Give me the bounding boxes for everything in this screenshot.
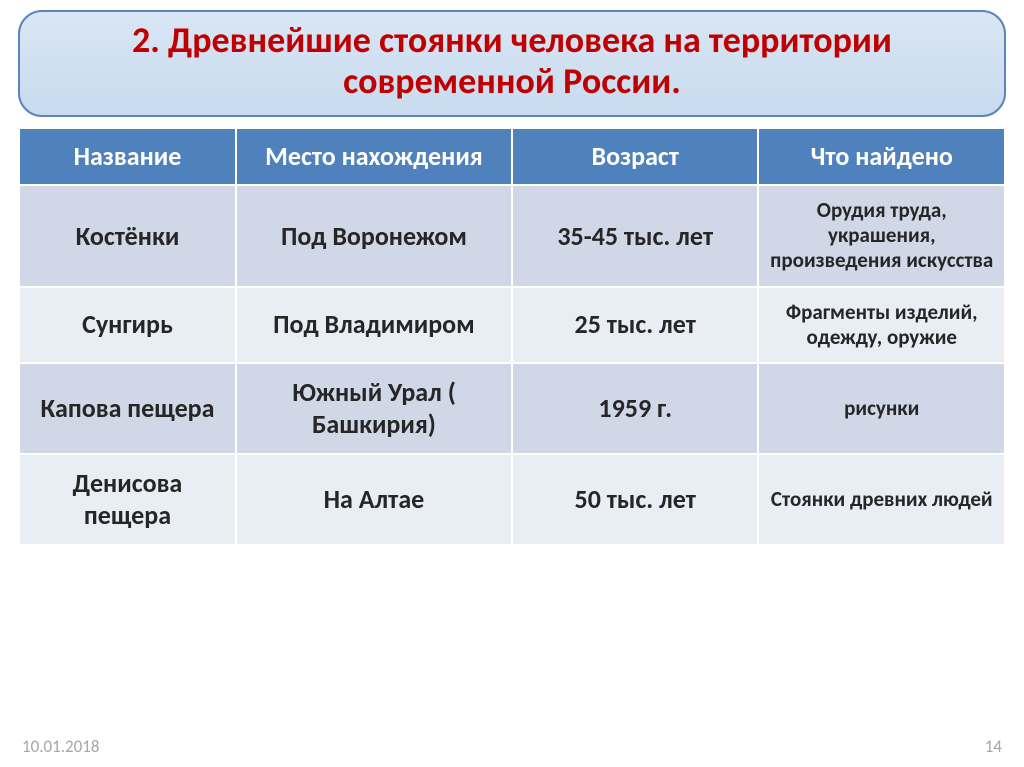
table-row: Костёнки Под Воронежом 35-45 тыс. лет Ор…: [19, 185, 1005, 287]
col-header-place: Место нахождения: [236, 128, 512, 185]
cell-place: На Алтае: [236, 454, 512, 545]
cell-place: Под Владимиром: [236, 287, 512, 363]
cell-name: Капова пещера: [19, 363, 236, 454]
cell-text: Костёнки: [28, 220, 227, 253]
cell-text: Сунгирь: [28, 308, 227, 341]
footer-date: 10.01.2018: [22, 736, 100, 757]
cell-text: Фрагменты изделий, одежду, оружие: [767, 300, 996, 350]
slide-title-bar: 2. Древнейшие стоянки человека на террит…: [18, 10, 1006, 117]
cell-place: Под Воронежом: [236, 185, 512, 287]
table-row: Денисова пещера На Алтае 50 тыс. лет Сто…: [19, 454, 1005, 545]
cell-text: Под Воронежом: [245, 220, 503, 253]
cell-text: Денисова пещера: [28, 467, 227, 532]
cell-text: 1959 г.: [521, 392, 750, 425]
cell-text: 35-45 тыс. лет: [521, 220, 750, 253]
col-header-age: Возраст: [512, 128, 759, 185]
cell-age: 50 тыс. лет: [512, 454, 759, 545]
cell-name: Костёнки: [19, 185, 236, 287]
table-header-row: Название Место нахождения Возраст Что на…: [19, 128, 1005, 185]
cell-text: Капова пещера: [28, 392, 227, 425]
cell-text: Южный Урал ( Башкирия): [245, 376, 503, 441]
cell-name: Сунгирь: [19, 287, 236, 363]
slide-title: 2. Древнейшие стоянки человека на террит…: [40, 20, 984, 103]
cell-text: 50 тыс. лет: [521, 483, 750, 516]
cell-text: Орудия труда, украшения, произведения ис…: [767, 198, 996, 274]
cell-text: рисунки: [767, 396, 996, 421]
slide-footer: 10.01.2018 14: [0, 736, 1024, 757]
cell-found: Стоянки древних людей: [758, 454, 1005, 545]
cell-age: 35-45 тыс. лет: [512, 185, 759, 287]
cell-place: Южный Урал ( Башкирия): [236, 363, 512, 454]
cell-age: 1959 г.: [512, 363, 759, 454]
table-row: Капова пещера Южный Урал ( Башкирия) 195…: [19, 363, 1005, 454]
cell-text: 25 тыс. лет: [521, 308, 750, 341]
cell-text: Стоянки древних людей: [767, 487, 996, 512]
cell-found: Фрагменты изделий, одежду, оружие: [758, 287, 1005, 363]
cell-text: На Алтае: [245, 483, 503, 516]
cell-found: Орудия труда, украшения, произведения ис…: [758, 185, 1005, 287]
sites-table: Название Место нахождения Возраст Что на…: [18, 127, 1006, 546]
cell-text: Под Владимиром: [245, 308, 503, 341]
table-row: Сунгирь Под Владимиром 25 тыс. лет Фрагм…: [19, 287, 1005, 363]
cell-found: рисунки: [758, 363, 1005, 454]
footer-page-number: 14: [985, 736, 1002, 757]
cell-name: Денисова пещера: [19, 454, 236, 545]
cell-age: 25 тыс. лет: [512, 287, 759, 363]
col-header-name: Название: [19, 128, 236, 185]
col-header-found: Что найдено: [758, 128, 1005, 185]
